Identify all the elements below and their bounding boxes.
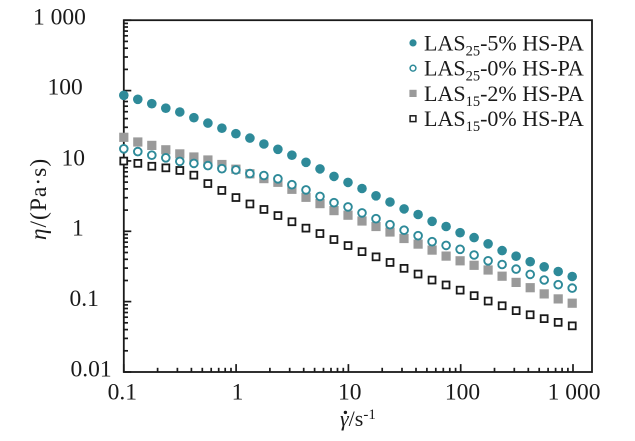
- svg-text:1 000: 1 000: [33, 4, 86, 30]
- svg-text:LAS25-0% HS-PA: LAS25-0% HS-PA: [424, 56, 584, 85]
- svg-text:1 000: 1 000: [548, 380, 601, 406]
- svg-text:0.1: 0.1: [70, 286, 99, 312]
- svg-text:1: 1: [232, 380, 244, 406]
- svg-text:LAS15-0% HS-PA: LAS15-0% HS-PA: [424, 106, 584, 135]
- svg-text:η/(Pa·s): η/(Pa·s): [26, 158, 52, 240]
- svg-text:LAS25-5% HS-PA: LAS25-5% HS-PA: [424, 30, 584, 59]
- svg-text:0.1: 0.1: [108, 380, 137, 406]
- svg-text:1: 1: [72, 216, 84, 242]
- svg-text:10: 10: [62, 145, 86, 171]
- svg-text:10: 10: [338, 380, 362, 406]
- svg-text:0.01: 0.01: [71, 356, 112, 382]
- svg-text:100: 100: [445, 380, 480, 406]
- svg-text:LAS15-2% HS-PA: LAS15-2% HS-PA: [424, 81, 584, 110]
- svg-text:100: 100: [48, 75, 83, 101]
